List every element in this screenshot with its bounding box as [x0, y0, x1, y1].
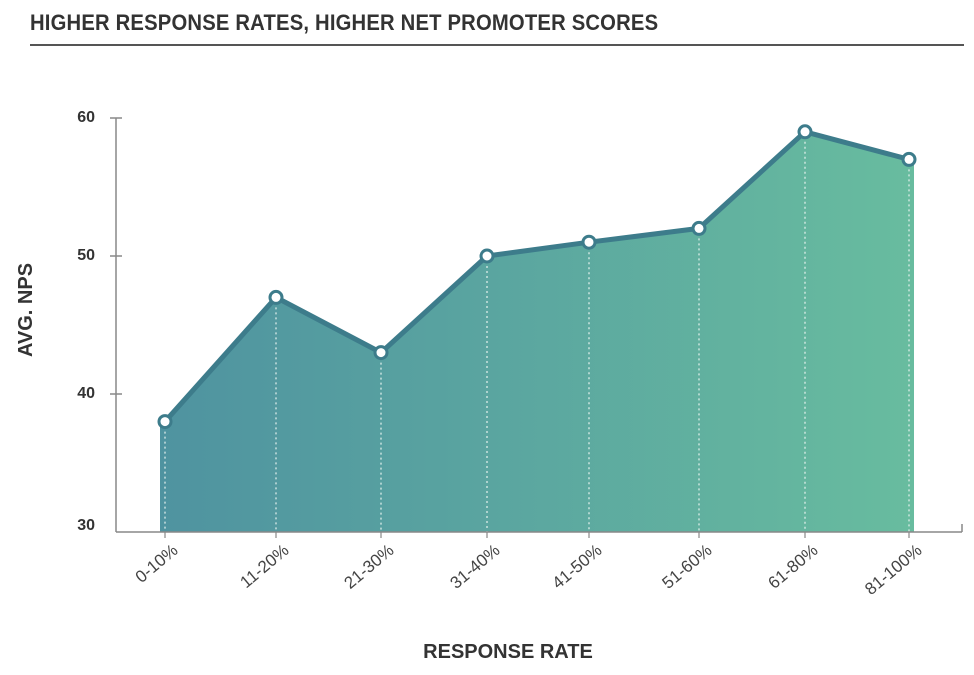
series-line: [162, 129, 912, 425]
data-point: [691, 220, 707, 236]
x-tick-label: 31-40%: [446, 541, 503, 593]
x-tick-label: 0-10%: [132, 541, 182, 587]
y-tick-label: 30: [77, 517, 95, 534]
data-point: [581, 234, 597, 250]
y-axis-title: AVG. NPS: [15, 263, 37, 357]
data-point: [479, 248, 495, 264]
x-tick-label: 11-20%: [236, 541, 292, 592]
y-tick-label: 40: [77, 385, 95, 402]
data-point: [373, 345, 389, 361]
title-rule: [30, 44, 964, 46]
data-point: [157, 414, 173, 430]
data-point: [268, 289, 284, 305]
x-tick-label: 81-100%: [861, 541, 925, 599]
data-point: [797, 124, 813, 140]
x-tick-label: 51-60%: [658, 541, 715, 593]
chart-title: HIGHER RESPONSE RATES, HIGHER NET PROMOT…: [30, 10, 659, 35]
data-point: [901, 151, 917, 167]
x-tick-label: 41-50%: [548, 541, 605, 593]
y-tick-label: 60: [77, 109, 95, 126]
x-axis-title: RESPONSE RATE: [423, 641, 593, 663]
y-tick-label: 50: [77, 247, 95, 264]
area-fill: [160, 131, 914, 533]
x-tick-label: 61-80%: [764, 541, 821, 593]
x-tick-label: 21-30%: [340, 541, 397, 593]
